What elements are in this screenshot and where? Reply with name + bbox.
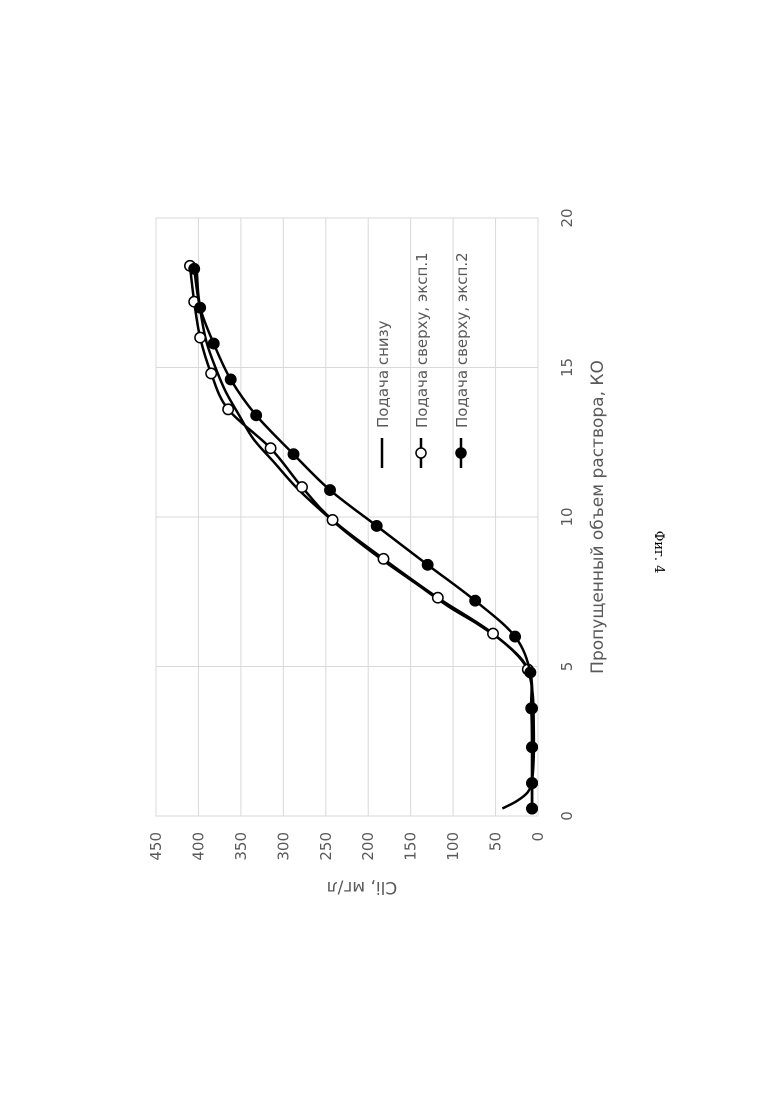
- data-point-top-feed-exp2: [527, 742, 537, 752]
- y-tick-label: 50: [487, 832, 505, 851]
- data-point-top-feed-exp1: [206, 368, 216, 378]
- data-point-top-feed-exp2: [525, 667, 535, 677]
- legend-label-top-feed-exp2: Подача сверху, эксп.2: [453, 252, 471, 428]
- x-tick-label: 0: [558, 811, 576, 821]
- data-point-top-feed-exp2: [288, 449, 298, 459]
- data-point-top-feed-exp2: [251, 410, 261, 420]
- data-point-top-feed-exp2: [510, 631, 520, 641]
- data-point-top-feed-exp2: [189, 264, 199, 274]
- y-tick-label: 200: [359, 832, 377, 861]
- y-tick-label: 250: [317, 832, 335, 861]
- x-axis-tick-labels: 0 5 10 15 20: [558, 208, 576, 820]
- data-point-top-feed-exp1: [223, 404, 233, 414]
- data-point-top-feed-exp1: [327, 515, 337, 525]
- data-point-top-feed-exp2: [422, 560, 432, 570]
- x-tick-label: 5: [558, 662, 576, 672]
- data-point-top-feed-exp2: [209, 338, 219, 348]
- data-point-top-feed-exp1: [378, 554, 388, 564]
- data-point-top-feed-exp1: [297, 482, 307, 492]
- data-point-top-feed-exp1: [195, 332, 205, 342]
- data-point-top-feed-exp1: [265, 443, 275, 453]
- data-point-top-feed-exp2: [527, 778, 537, 788]
- legend-marker-filled-circle: [456, 448, 466, 458]
- y-tick-label: 350: [232, 832, 250, 861]
- x-tick-label: 20: [558, 208, 576, 227]
- data-point-top-feed-exp1: [488, 628, 498, 638]
- y-axis-tick-labels: 0 50 100 150 200 250 300 350 400 450: [147, 832, 547, 861]
- x-tick-label: 15: [558, 358, 576, 377]
- legend-marker-open-circle: [416, 448, 426, 458]
- data-point-top-feed-exp2: [195, 303, 205, 313]
- y-tick-label: 400: [189, 832, 207, 861]
- y-axis-title: Clі, мг/л: [327, 877, 397, 897]
- y-tick-label: 0: [529, 832, 547, 842]
- y-tick-label: 300: [274, 832, 292, 861]
- legend-label-top-feed-exp1: Подача сверху, эксп.1: [413, 252, 431, 428]
- y-tick-label: 150: [402, 832, 420, 861]
- data-point-top-feed-exp2: [527, 703, 537, 713]
- data-point-top-feed-exp2: [325, 485, 335, 495]
- x-axis-title: Пропущенный объем раствора, КО: [588, 360, 608, 674]
- x-tick-label: 10: [558, 507, 576, 526]
- data-point-top-feed-exp2: [470, 596, 480, 606]
- legend-label-bottom-feed: Подача снизу: [374, 320, 392, 428]
- data-point-top-feed-exp2: [226, 374, 236, 384]
- data-point-top-feed-exp2: [372, 521, 382, 531]
- data-point-top-feed-exp2: [527, 803, 537, 813]
- figure-caption: Фиг. 4: [651, 531, 666, 574]
- y-tick-label: 100: [444, 832, 462, 861]
- y-tick-label: 450: [147, 832, 165, 861]
- data-point-top-feed-exp1: [433, 593, 443, 603]
